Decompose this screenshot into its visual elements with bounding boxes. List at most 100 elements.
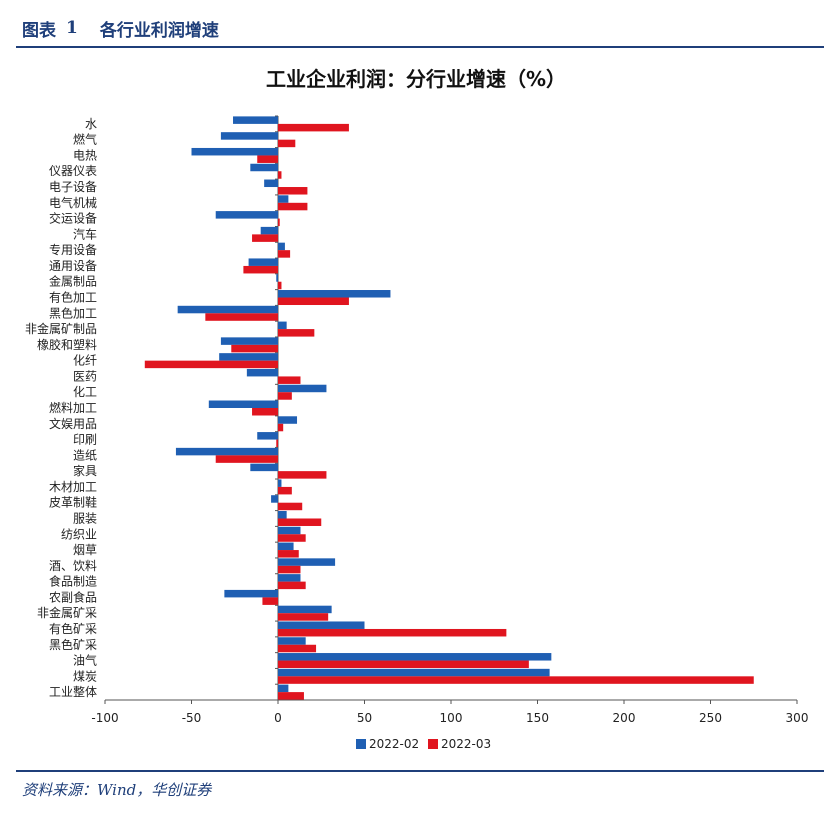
header-rule [16, 46, 824, 48]
category-label: 服装 [73, 511, 97, 525]
bar-2022-02-18 [278, 384, 327, 393]
bar-2022-02-24 [278, 479, 282, 487]
category-label: 水 [85, 117, 97, 131]
category-label: 橡胶和塑料 [37, 337, 97, 352]
bar-2022-03-19 [252, 408, 278, 416]
category-label: 木材加工 [49, 480, 97, 494]
bar-2022-03-25 [278, 502, 303, 511]
category-label: 油气 [73, 653, 97, 668]
bar-2022-02-25 [271, 495, 278, 503]
bar-2022-02-7 [215, 211, 278, 219]
figure-number: 1 [66, 18, 78, 38]
bar-2022-03-33 [278, 628, 507, 637]
bar-2022-02-5 [264, 179, 278, 188]
bar-2022-03-20 [278, 423, 284, 432]
category-label: 有色矿采 [49, 622, 97, 636]
bar-2022-03-2 [278, 139, 296, 148]
bar-2022-02-4 [250, 163, 278, 172]
category-label: 电热 [73, 148, 97, 162]
bar-2022-02-13 [177, 305, 278, 314]
bar-2022-02-8 [260, 226, 278, 235]
category-label: 黑色加工 [49, 306, 97, 320]
bar-2022-03-21 [276, 439, 278, 448]
category-label: 有色加工 [49, 291, 97, 305]
bar-2022-03-14 [278, 329, 315, 337]
x-tick-label: -50 [182, 711, 202, 725]
category-label: 食品制造 [49, 574, 97, 589]
bar-2022-02-37 [278, 684, 289, 693]
category-label: 文娱用品 [49, 416, 97, 431]
bar-2022-03-16 [144, 360, 278, 369]
bar-2022-02-1 [233, 116, 278, 124]
bar-2022-02-23 [250, 463, 278, 472]
bar-2022-02-36 [278, 668, 550, 677]
bar-2022-02-30 [278, 574, 301, 582]
category-label: 煤炭 [73, 669, 97, 683]
category-label: 纺织业 [61, 527, 97, 541]
industry-profit-growth-chart: 工业企业利润：分行业增速（%） -100 -50 0 50 100 150 200 250 300… [25, 67, 809, 751]
bar-2022-02-2 [220, 132, 278, 140]
bar-2022-02-10 [248, 258, 278, 266]
bar-2022-03-31 [262, 597, 278, 605]
bar-2022-02-6 [278, 195, 289, 203]
bar-2022-02-14 [278, 321, 287, 330]
bar-2022-03-7 [278, 218, 280, 227]
bar-2022-03-12 [278, 297, 349, 306]
bar-2022-02-27 [278, 526, 301, 535]
bar-2022-03-34 [278, 644, 317, 653]
category-label: 工业整体 [49, 684, 97, 699]
category-label: 燃料加工 [49, 400, 97, 415]
bar-2022-03-27 [278, 534, 306, 542]
bar-2022-02-26 [278, 510, 287, 519]
category-label: 化工 [73, 385, 97, 399]
category-label: 医药 [73, 369, 97, 383]
footer-rule [16, 770, 824, 772]
bar-2022-03-26 [278, 518, 322, 526]
x-tick-label: -100 [91, 711, 118, 725]
x-tick-label: 200 [613, 711, 636, 725]
x-tick-label: 100 [440, 711, 463, 725]
bar-2022-02-31 [224, 589, 278, 598]
category-label: 家具 [73, 463, 97, 478]
bar-2022-02-16 [219, 353, 278, 361]
bar-2022-03-13 [205, 313, 278, 321]
bar-2022-03-22 [215, 455, 278, 463]
bar-2022-03-15 [231, 344, 278, 353]
category-label: 黑色矿采 [49, 638, 97, 652]
bar-2022-02-20 [278, 416, 298, 424]
bar-2022-02-3 [191, 147, 278, 156]
bar-2022-02-33 [278, 621, 365, 629]
bar-2022-03-28 [278, 550, 299, 558]
category-label: 交运设备 [49, 211, 97, 226]
bar-2022-02-12 [278, 290, 391, 298]
bar-2022-02-32 [278, 605, 332, 614]
bar-2022-03-6 [278, 202, 308, 211]
x-tick-label: 250 [699, 711, 722, 725]
bar-2022-03-8 [252, 234, 278, 242]
category-label: 专用设备 [49, 242, 97, 257]
x-tick-label: 150 [526, 711, 549, 725]
bar-2022-02-15 [220, 337, 278, 345]
figure-header: 图表 1 各行业利润增速 [22, 14, 219, 42]
bar-2022-03-17 [278, 376, 301, 384]
bar-2022-03-10 [243, 265, 278, 274]
category-label: 通用设备 [49, 259, 97, 273]
figure-caption: 各行业利润增速 [99, 20, 219, 41]
bar-2022-03-4 [278, 171, 282, 179]
bar-2022-03-30 [278, 581, 306, 590]
category-label: 化纤 [73, 354, 97, 368]
source-note: 资料来源：Wind，华创证券 [22, 781, 212, 799]
bar-2022-03-29 [278, 565, 301, 574]
bar-2022-02-28 [278, 542, 294, 551]
bar-2022-02-17 [246, 368, 278, 377]
x-tick-label: 300 [786, 711, 809, 725]
bar-2022-02-11 [276, 274, 278, 282]
x-tick-label: 50 [357, 711, 372, 725]
category-label: 酒、饮料 [49, 559, 97, 573]
category-label: 燃气 [73, 132, 97, 147]
bar-2022-02-34 [278, 637, 306, 645]
category-label: 非金属矿采 [37, 605, 97, 620]
bar-2022-03-36 [278, 676, 754, 684]
bar-2022-03-32 [278, 613, 329, 621]
bar-2022-03-35 [278, 660, 529, 669]
